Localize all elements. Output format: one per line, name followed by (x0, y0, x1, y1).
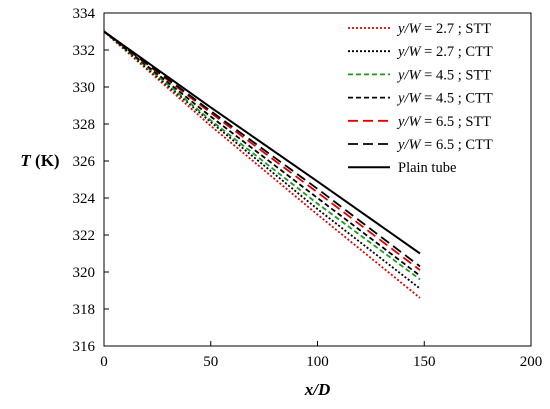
x-axis: 0 50 100 150 200 (100, 341, 542, 370)
legend-value: = 6.5 ; CTT (421, 137, 493, 153)
series-line-7 (103, 30, 421, 255)
legend-entry-7: Plain tube (398, 160, 456, 176)
x-tick-label: 150 (413, 354, 436, 370)
y-tick-label: 322 (73, 228, 96, 244)
y-tick-label: 320 (73, 265, 96, 281)
legend-var: y/W (396, 114, 422, 130)
legend-entry-5: y/W = 6.5 ; STT (396, 114, 491, 130)
y-axis-title-unit: (K) (31, 151, 60, 170)
legend-label: Plain tube (398, 160, 456, 176)
plot-area (103, 12, 532, 347)
legend-value: = 2.7 ; CTT (421, 44, 493, 60)
y-axis-title-var: T (20, 151, 31, 170)
legend-entry-3: y/W = 4.5 ; STT (396, 67, 491, 83)
legend-entry-6: y/W = 6.5 ; CTT (396, 137, 493, 153)
legend-entry-2: y/W = 2.7 ; CTT (396, 44, 493, 60)
legend-value: = 2.7 ; STT (421, 21, 492, 37)
y-axis-title: T (K) (20, 151, 59, 170)
legend-var: y/W (396, 137, 422, 153)
x-tick-label: 0 (100, 354, 108, 370)
x-tick-label: 200 (520, 354, 543, 370)
legend-var: y/W (396, 44, 422, 60)
legend-var: y/W (396, 21, 422, 37)
x-tick-label: 50 (203, 354, 218, 370)
y-tick-label: 332 (73, 43, 96, 59)
y-tick-label: 324 (73, 191, 96, 207)
legend-entry-4: y/W = 4.5 ; CTT (396, 91, 493, 107)
y-tick-label: 318 (73, 302, 96, 318)
legend-value: = 4.5 ; STT (421, 67, 492, 83)
series-line-5 (103, 30, 421, 271)
series-line-3 (103, 30, 421, 281)
y-tick-label: 330 (73, 80, 96, 96)
series-layer (103, 30, 421, 299)
y-tick-label: 328 (73, 117, 96, 133)
legend-var: y/W (396, 67, 422, 83)
y-tick-label: 334 (73, 6, 96, 22)
y-tick-label: 316 (73, 339, 96, 355)
series-line-4 (103, 30, 421, 277)
series-line-2 (103, 30, 421, 290)
y-axis: 316 318 320 322 324 326 328 330 332 334 (73, 6, 109, 355)
plot-border (103, 12, 532, 347)
legend-value: = 6.5 ; STT (421, 114, 492, 130)
series-line-6 (103, 30, 421, 268)
legend-entry-1: y/W = 2.7 ; STT (396, 21, 491, 37)
y-tick-label: 326 (73, 154, 96, 170)
legend-value: = 4.5 ; CTT (421, 91, 493, 107)
legend-var: y/W (396, 91, 422, 107)
x-axis-title: x/D (304, 380, 331, 399)
x-tick-label: 100 (306, 354, 329, 370)
